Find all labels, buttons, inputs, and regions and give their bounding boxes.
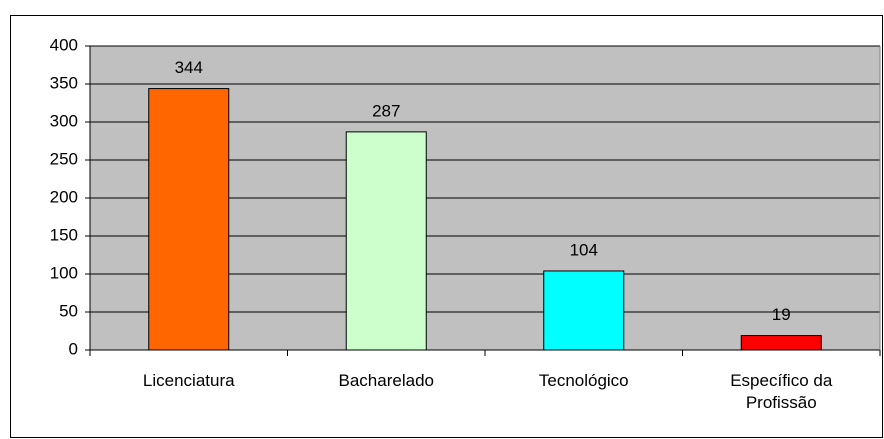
bar [740, 335, 822, 351]
y-tick-label: 250 [50, 149, 78, 168]
y-tick-label: 200 [50, 187, 78, 206]
y-tick-label: 100 [50, 263, 78, 282]
y-tick-label: 350 [50, 73, 78, 92]
data-label: 19 [772, 305, 791, 324]
x-tick-label: Licenciatura [142, 371, 235, 390]
bar [148, 88, 230, 351]
bar [543, 270, 625, 351]
y-tick-label: 50 [59, 301, 78, 320]
data-label: 104 [570, 240, 598, 259]
data-label: 287 [372, 101, 400, 120]
y-tick-label: 300 [50, 111, 78, 130]
x-tick-label: Bacharelado [338, 371, 434, 390]
data-label: 344 [175, 58, 203, 77]
y-tick-label: 400 [50, 35, 78, 54]
x-tick-label: Específico da Profissão [730, 371, 833, 412]
x-tick-label: Tecnológico [538, 371, 629, 390]
y-tick-label: 150 [50, 225, 78, 244]
bar [345, 131, 427, 351]
y-tick-label: 0 [69, 339, 78, 358]
